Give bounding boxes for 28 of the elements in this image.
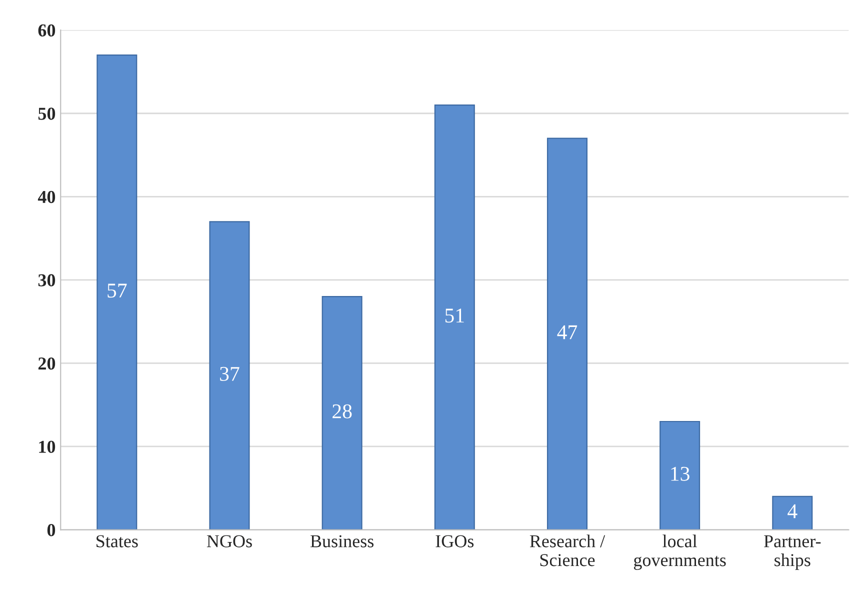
bar [96, 54, 138, 530]
y-tick-label: 60 [38, 24, 56, 37]
x-tick-label: Business [310, 535, 374, 548]
x-tick-label: local governments [634, 534, 726, 570]
data-label: 57 [108, 284, 127, 298]
data-label: 37 [220, 366, 240, 381]
bar [209, 221, 250, 530]
x-tick-label: Research / Science [530, 534, 606, 566]
bar [434, 104, 475, 530]
x-tick-label: IGOs [436, 535, 474, 548]
data-label: 28 [332, 404, 352, 418]
y-tick-label: 50 [38, 108, 56, 120]
bar [660, 420, 700, 530]
data-label: 4 [788, 504, 798, 518]
bar [546, 138, 588, 530]
y-tick-label: 0 [47, 524, 56, 536]
x-tick-label: NGOs [206, 535, 252, 548]
bar [772, 496, 813, 530]
x-tick-label: States [96, 535, 138, 548]
y-tick-label: 30 [38, 274, 56, 286]
data-label: 47 [557, 325, 578, 340]
y-tick-label: 10 [39, 440, 56, 453]
data-label: 51 [445, 308, 464, 323]
x-tick-label: Partner- ships [764, 535, 821, 570]
data-label: 13 [671, 466, 690, 481]
y-tick-label: 40 [38, 190, 56, 204]
y-tick-label: 20 [38, 357, 56, 370]
bar [322, 296, 362, 530]
